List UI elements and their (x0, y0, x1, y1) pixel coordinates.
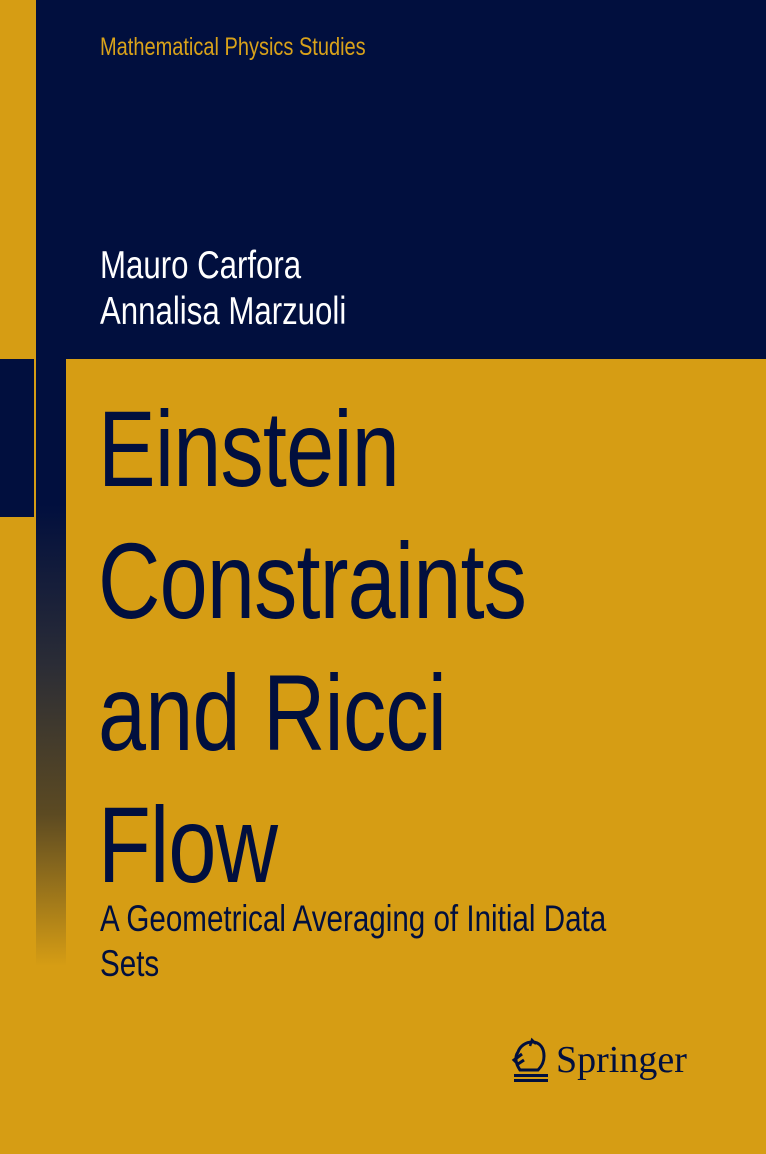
title-line-2: Constraints (98, 520, 527, 641)
subtitle-line-1: A Geometrical Averaging of Initial Data (100, 898, 607, 939)
springer-knight-icon (511, 1037, 548, 1082)
top-navy-panel (36, 0, 766, 359)
title-line-1: Einstein (98, 388, 400, 509)
author-2: Annalisa Marzuoli (100, 290, 347, 333)
author-1: Mauro Carfora (100, 244, 302, 287)
gradient-column-bar (36, 359, 66, 966)
subtitle-line-2: Sets (100, 943, 160, 984)
series-title: Mathematical Physics Studies (100, 33, 366, 61)
publisher-logo: Springer (510, 1036, 687, 1084)
publisher-name: Springer (556, 1039, 687, 1081)
left-navy-bar (0, 359, 34, 517)
title-line-4: Flow (98, 784, 278, 905)
title-line-3: and Ricci (98, 652, 447, 773)
